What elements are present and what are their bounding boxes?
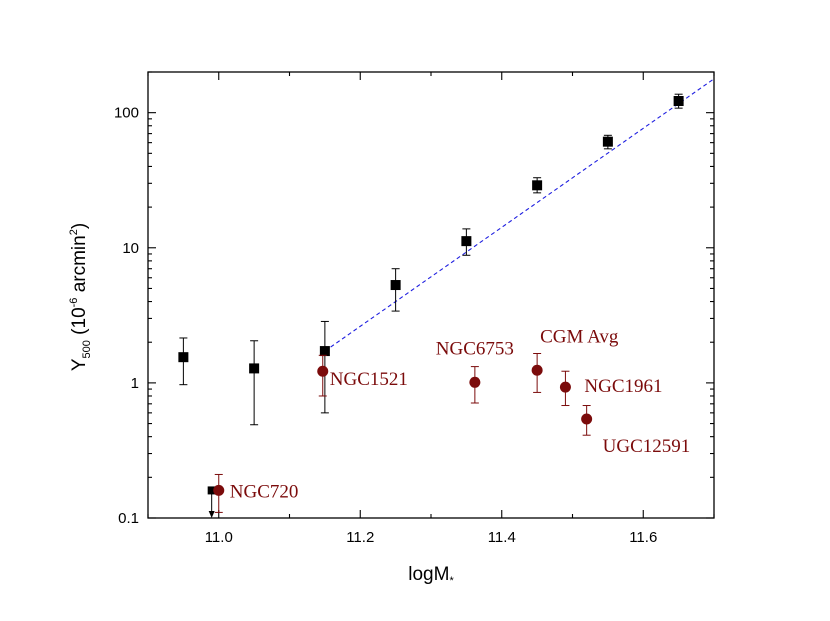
ticks-layer: 11.0 11.2 11.4 11.6 0.1 1 10 100 [114,71,715,546]
x-tick-label: 11.2 [346,529,374,546]
galaxy-label: UGC12591 [603,436,691,457]
data-point-square [319,346,330,357]
data-point-square [602,136,613,147]
y-tick-label: 1 [131,375,139,392]
data-point-circle [559,381,571,393]
x-tick-label: 11.6 [629,529,657,546]
plot-frame [147,71,715,519]
fit-layer [324,78,715,352]
y-tick-label: 100 [114,105,139,122]
galaxy-label: NGC6753 [436,338,514,359]
x-axis-title-sub: * [449,575,454,587]
x-axis-title: logM* [408,564,454,587]
labels-layer: NGC720 NGC1521 NGC6753 CGM Avg NGC1961 UGC125… [230,326,691,502]
data-point-square [390,280,401,291]
data-point-square [532,180,543,191]
points-layer [178,93,684,518]
data-point-circle [317,365,329,377]
data-point-circle [213,484,225,496]
data-point-circle [469,376,481,388]
galaxy-label: NGC720 [230,481,299,502]
x-tick-label: 11.0 [205,529,233,546]
upper-limit-point [207,486,216,495]
y-tick-label: 10 [122,240,139,257]
data-point-square [249,363,260,374]
galaxy-label: NGC1961 [584,376,662,397]
data-point-square [461,236,472,247]
galaxy-label: CGM Avg [540,326,619,347]
data-point-square [673,96,684,107]
galaxy-label: NGC1521 [330,369,408,390]
data-point-square [178,352,189,363]
upper-limit-arrow [208,511,215,518]
y-axis-title: Y500 (10-6 arcmin2) [68,223,93,371]
x-tick-label: 11.4 [488,529,516,546]
fit-line [324,78,715,352]
y-tick-label: 0.1 [118,510,139,527]
data-point-circle [531,364,543,376]
data-point-circle [581,413,593,425]
